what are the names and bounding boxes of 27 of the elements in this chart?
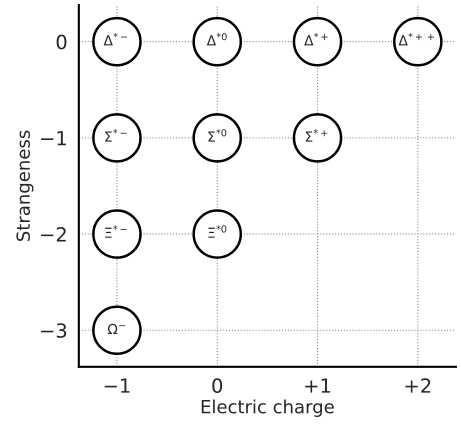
point xyxy=(92,209,142,259)
point xyxy=(192,113,242,163)
annotation: Δ$^{*0}$ xyxy=(206,32,227,46)
point xyxy=(92,16,142,66)
annotation: Ξ$^{*0}$ xyxy=(208,225,226,238)
y-tick-label: 0 xyxy=(56,34,66,50)
x-tick-label: +1 xyxy=(305,378,330,393)
y-tick-label: −3 xyxy=(41,323,66,338)
point xyxy=(92,305,142,356)
point xyxy=(92,113,142,163)
x-tick-label: 0 xyxy=(212,378,222,393)
annotation: Ω$^{−}$ xyxy=(108,324,126,334)
annotation: Σ$^{*0}$ xyxy=(208,129,226,142)
annotation: Ξ$^{*−}$ xyxy=(105,225,127,238)
y-axis-title: Strangeness xyxy=(16,130,34,241)
x-tick-label: +2 xyxy=(406,378,430,393)
annotation: Δ$^{*+}$ xyxy=(304,32,328,46)
x-axis-title: Electric charge xyxy=(202,400,334,417)
annotation: Δ$^{*−}$ xyxy=(104,32,127,46)
y-tick-label: −2 xyxy=(41,227,66,242)
annotation: Σ$^{*−}$ xyxy=(105,129,127,142)
point xyxy=(192,209,242,259)
y-tick-label: −1 xyxy=(41,131,66,146)
annotation: Δ$^{*++}$ xyxy=(398,32,434,46)
annotation: Σ$^{*+}$ xyxy=(306,129,328,142)
x-tick-label: −1 xyxy=(104,378,130,393)
point xyxy=(292,113,342,163)
